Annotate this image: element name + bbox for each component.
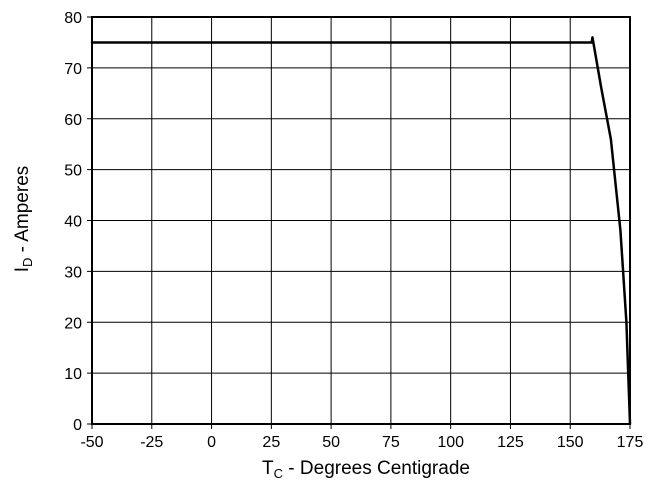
x-tick-label: 25	[262, 434, 280, 451]
x-tick-label: 150	[557, 434, 584, 451]
series-layer	[90, 36, 632, 426]
x-tick-label: -50	[80, 434, 103, 451]
series-line	[90, 36, 632, 426]
y-tick-label: 70	[64, 61, 82, 78]
x-tick-label: 0	[207, 434, 216, 451]
y-tick-label: 40	[64, 214, 82, 231]
y-axis-symbol: I	[12, 267, 33, 272]
x-axis-ticks: -50 -25 0 25 50 75 100 125 150 175	[80, 424, 643, 451]
y-tick-label: 0	[73, 417, 82, 434]
x-axis-title: TC - Degrees Centigrade	[262, 458, 470, 481]
y-tick-label: 20	[64, 315, 82, 332]
x-axis-subscript: C	[274, 466, 283, 481]
x-tick-label: 175	[617, 434, 644, 451]
y-tick-label: 30	[64, 264, 82, 281]
grid	[91, 16, 631, 425]
y-tick-label: 80	[64, 10, 82, 27]
y-tick-label: 50	[64, 163, 82, 180]
x-tick-label: 125	[497, 434, 524, 451]
y-axis-subscript: D	[20, 258, 35, 267]
x-tick-label: 50	[322, 434, 340, 451]
x-tick-label: -25	[140, 434, 163, 451]
x-axis-symbol: T	[262, 458, 274, 479]
y-tick-label: 10	[64, 366, 82, 383]
x-axis-label-text: - Degrees Centigrade	[283, 458, 470, 479]
y-axis-label-text: - Amperes	[12, 166, 33, 258]
x-tick-label: 75	[382, 434, 400, 451]
x-tick-label: 100	[437, 434, 464, 451]
y-axis-ticks: 0 10 20 30 40 50 60 70 80	[64, 10, 92, 434]
y-axis-title: ID - Amperes	[12, 166, 35, 273]
y-tick-label: 60	[64, 112, 82, 129]
